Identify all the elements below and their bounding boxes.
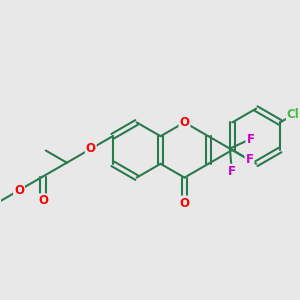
Text: O: O: [38, 194, 48, 207]
Text: O: O: [86, 142, 96, 155]
Text: F: F: [246, 133, 254, 146]
Text: O: O: [14, 184, 24, 197]
Text: Cl: Cl: [287, 108, 300, 121]
Text: O: O: [179, 196, 190, 209]
Text: F: F: [245, 153, 253, 167]
Text: F: F: [228, 165, 236, 178]
Text: O: O: [179, 116, 190, 129]
